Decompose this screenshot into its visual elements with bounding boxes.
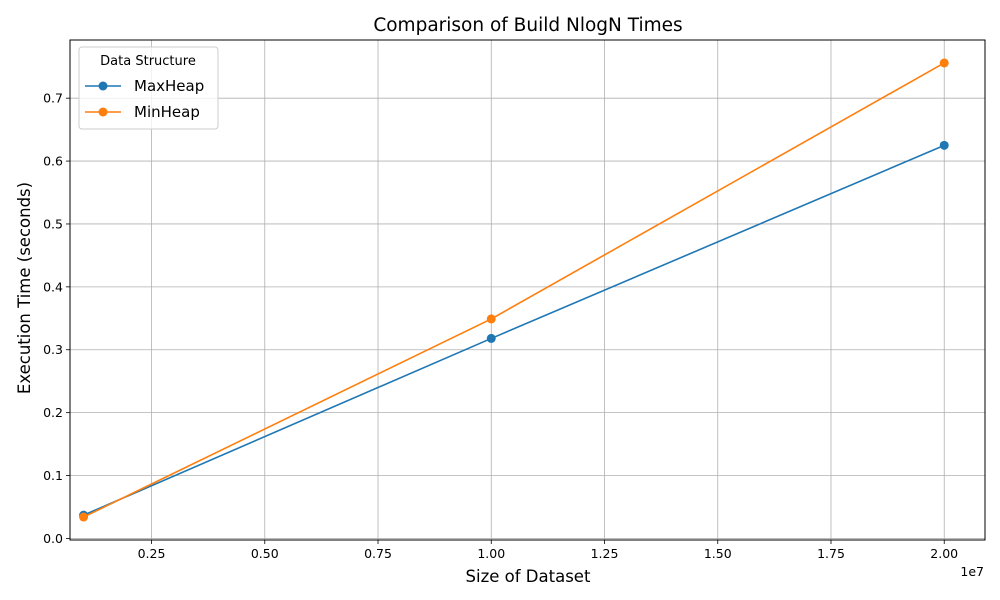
series-layer	[79, 58, 949, 522]
legend-box	[78, 46, 219, 130]
chart-title: Comparison of Build NlogN Times	[373, 15, 682, 36]
y-tick-label: 0.1	[43, 468, 63, 483]
y-tick-label: 0.0	[43, 531, 63, 546]
x-tick-label: 0.50	[251, 546, 279, 561]
data-point-minheap	[79, 512, 89, 522]
y-tick-label: 0.6	[43, 154, 63, 169]
x-tick-label: 0.75	[364, 546, 392, 561]
x-tick-label: 1.50	[704, 546, 732, 561]
ticks: 0.25 0.50 0.75 1.00 1.25 1.50 1.75 2.00 0.0 0.1 0.…	[43, 91, 958, 561]
x-tick-label: 0.25	[138, 546, 166, 561]
legend-marker-maxheap	[98, 81, 108, 91]
x-axis-offset-label: 1e7	[960, 564, 984, 579]
grid	[70, 40, 985, 540]
y-tick-label: 0.3	[43, 342, 63, 357]
y-tick-label: 0.5	[43, 216, 63, 231]
x-axis-label: Size of Dataset	[466, 567, 591, 586]
data-point-maxheap	[939, 140, 949, 150]
y-tick-label: 0.2	[43, 405, 63, 420]
legend-marker-minheap	[98, 107, 108, 117]
x-tick-label: 1.00	[477, 546, 505, 561]
plot-frame	[69, 39, 986, 541]
series-line-maxheap	[83, 144, 945, 516]
legend-label-minheap: MinHeap	[134, 103, 200, 121]
series-line-minheap	[83, 62, 945, 518]
x-tick-label: 1.75	[817, 546, 845, 561]
x-tick-label: 1.25	[591, 546, 619, 561]
y-tick-label: 0.7	[43, 91, 63, 106]
legend: Data Structure MaxHeap MinHeap	[78, 46, 219, 130]
data-point-minheap	[486, 314, 496, 324]
data-point-minheap	[939, 58, 949, 68]
legend-label-maxheap: MaxHeap	[134, 77, 204, 95]
data-point-maxheap	[486, 333, 496, 343]
y-tick-label: 0.4	[43, 279, 63, 294]
y-axis-label: Execution Time (seconds)	[15, 182, 34, 394]
x-tick-label: 2.00	[930, 546, 958, 561]
legend-title: Data Structure	[100, 54, 196, 69]
